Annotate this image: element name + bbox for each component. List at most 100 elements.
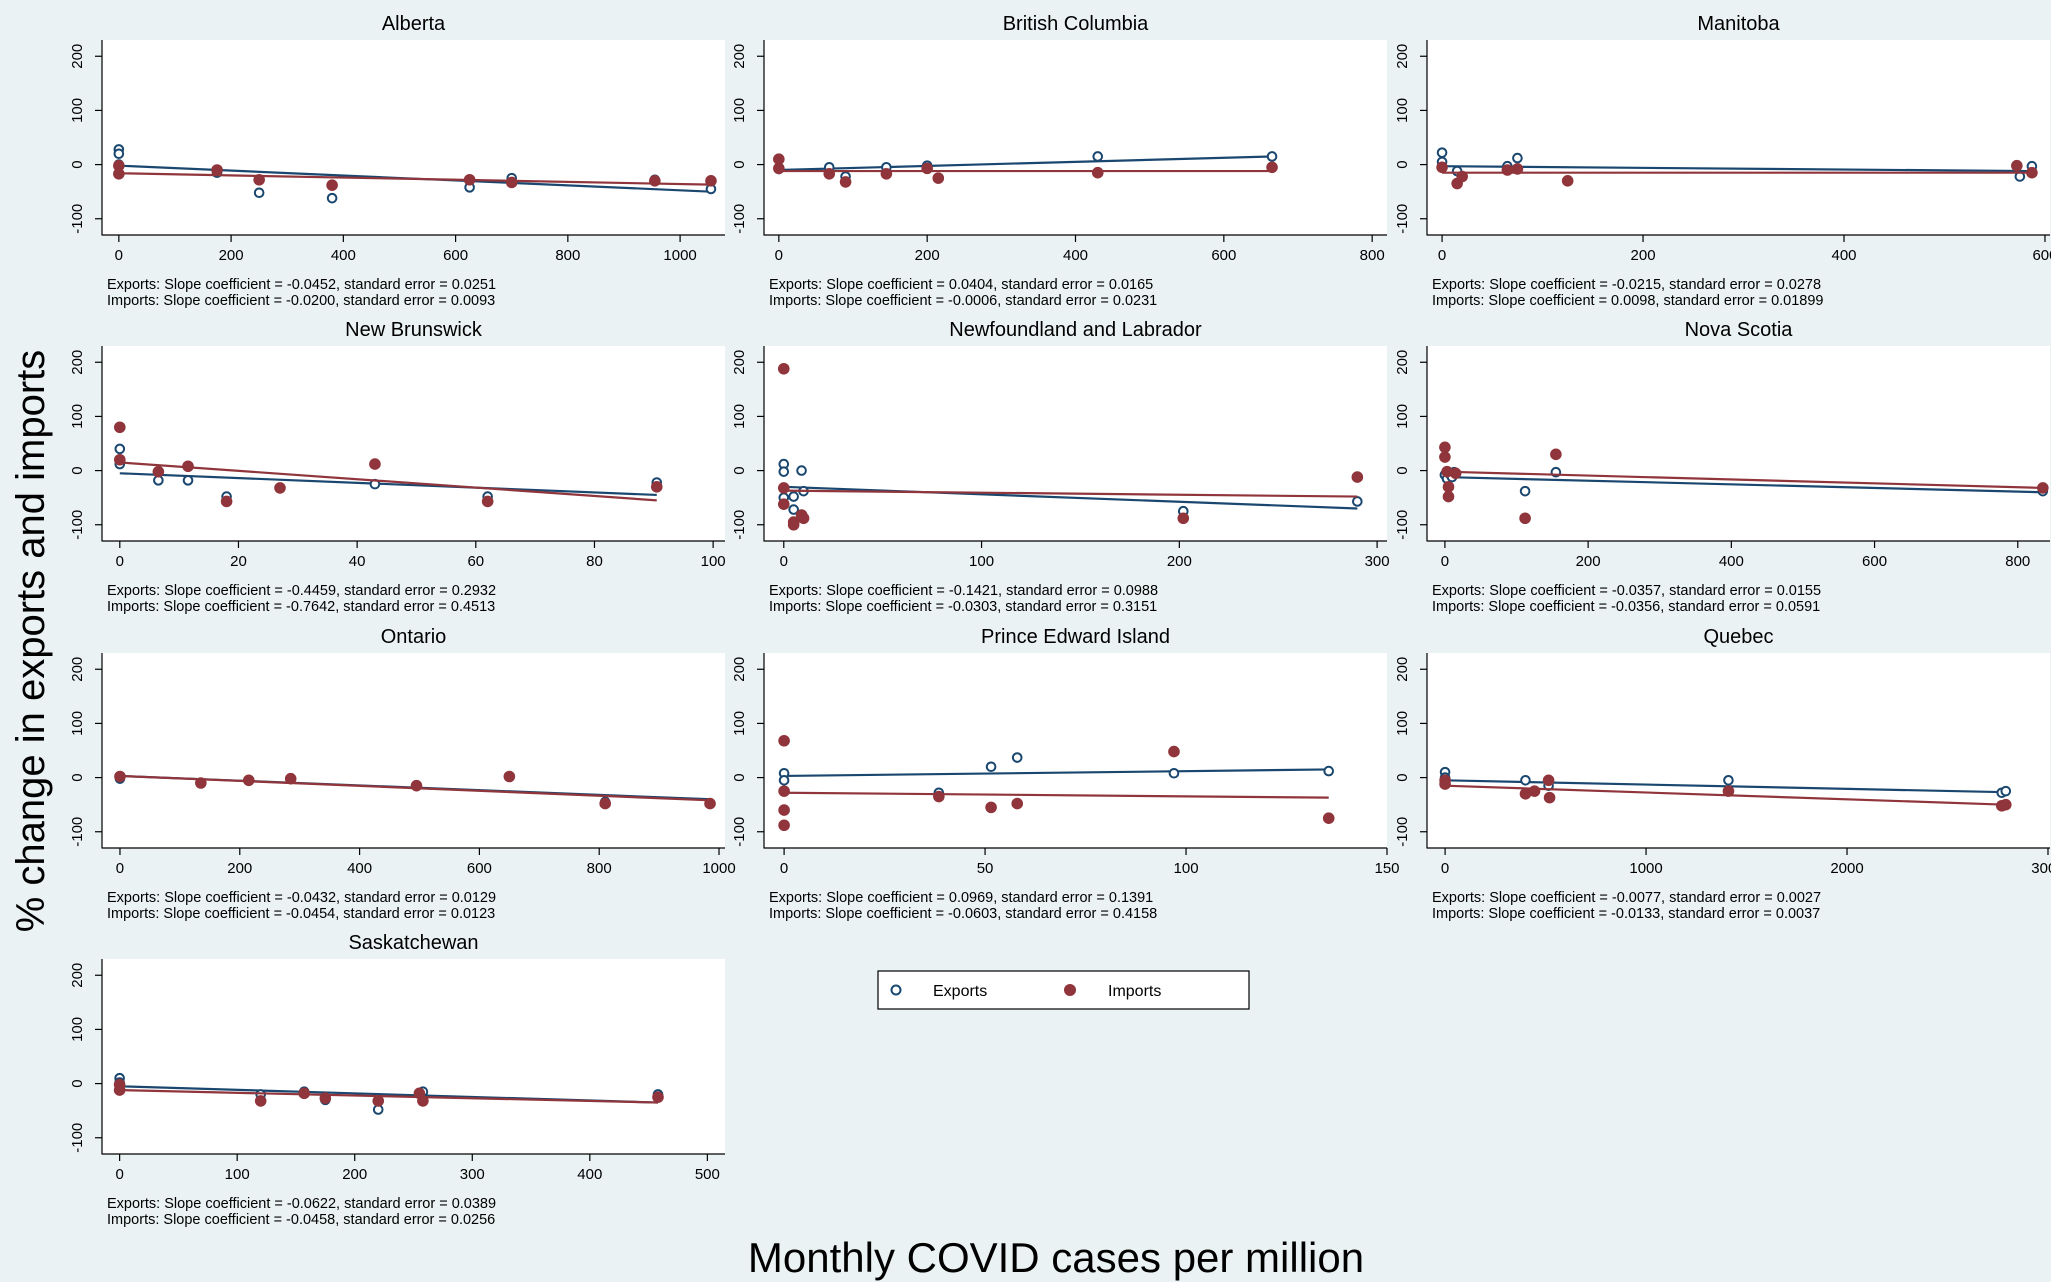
imports-point (704, 797, 716, 810)
imports-point (778, 734, 790, 747)
x-axis-label: Monthly COVID cases per million (748, 1234, 1364, 1281)
imports-point (1439, 778, 1451, 790)
x-tick-label: 200 (1576, 553, 1601, 570)
imports-point (778, 785, 790, 797)
series-imports (1439, 774, 2012, 812)
exports-point (326, 192, 338, 204)
imports-slope-note: Imports: Slope coefficient = 0.0098, sta… (1432, 293, 1823, 309)
series-imports (777, 362, 1364, 531)
y-tick-label: -100 (1394, 204, 1411, 234)
imports-point (1439, 441, 1451, 454)
plot-area (764, 40, 1387, 235)
imports-point (211, 164, 223, 176)
series-imports (1439, 441, 2049, 525)
y-tick-label: -100 (69, 510, 86, 540)
imports-point (777, 498, 790, 510)
imports-point (503, 770, 516, 783)
imports-fit-line (783, 489, 1358, 498)
imports-point (242, 774, 255, 787)
exports-slope-note: Exports: Slope coefficient = -0.4459, st… (107, 583, 496, 599)
imports-point (1177, 512, 1190, 525)
imports-point (417, 1095, 429, 1107)
plot-area (1427, 653, 2050, 848)
exports-point (1512, 152, 1523, 164)
exports-point (1266, 151, 1278, 162)
y-tick-label: -100 (69, 817, 86, 847)
panel-title: Quebec (1703, 626, 1773, 648)
imports-point (933, 790, 945, 803)
series-exports (778, 458, 1363, 517)
y-tick-label: -100 (731, 204, 748, 234)
exports-slope-note: Exports: Slope coefficient = -0.0077, st… (1432, 890, 1821, 906)
imports-point (372, 1095, 385, 1107)
exports-point (788, 504, 799, 515)
plot-area (102, 653, 725, 848)
imports-point (1519, 512, 1531, 525)
exports-point (1011, 752, 1023, 763)
imports-point (182, 460, 194, 473)
imports-point (253, 173, 265, 186)
y-tick-label: 200 (1394, 44, 1411, 69)
x-tick-label: 300 (1365, 553, 1390, 570)
x-tick-label: 60 (467, 553, 484, 570)
exports-fit-line (784, 768, 1329, 778)
x-tick-label: 600 (467, 860, 492, 877)
y-tick-label: 200 (69, 350, 86, 375)
imports-point (298, 1087, 310, 1100)
imports-point (505, 176, 518, 189)
imports-point (274, 482, 286, 494)
exports-point (182, 475, 194, 486)
x-tick-label: 800 (1360, 247, 1385, 264)
y-tick-label: -100 (731, 817, 748, 847)
plot-area (764, 653, 1387, 848)
exports-point (2000, 785, 2012, 797)
y-tick-label: 100 (731, 404, 748, 429)
imports-fit-line (784, 791, 1329, 799)
exports-slope-note: Exports: Slope coefficient = -0.0357, st… (1432, 583, 1821, 599)
y-tick-label: 200 (69, 657, 86, 682)
imports-fit-line (119, 461, 657, 502)
imports-point (254, 1095, 267, 1107)
imports-point (114, 421, 126, 434)
exports-fit-line (119, 472, 657, 497)
exports-point (778, 774, 790, 786)
y-tick-label: 200 (731, 657, 748, 682)
panel-title: Newfoundland and Labrador (949, 319, 1202, 341)
x-tick-label: 0 (780, 553, 788, 570)
exports-slope-note: Exports: Slope coefficient = 0.0969, sta… (769, 890, 1153, 906)
x-tick-label: 400 (1063, 247, 1088, 264)
y-tick-label: 200 (731, 350, 748, 375)
legend: Exports Imports (877, 970, 1250, 1010)
y-tick-label: 0 (731, 160, 748, 168)
imports-point (114, 770, 126, 783)
imports-point (778, 819, 790, 832)
imports-point (1442, 490, 1455, 503)
y-tick-label: -100 (1394, 817, 1411, 847)
imports-slope-note: Imports: Slope coefficient = -0.0006, st… (769, 293, 1157, 309)
x-tick-label: 1000 (663, 247, 696, 264)
x-tick-label: 600 (1211, 247, 1236, 264)
y-tick-label: 0 (1394, 160, 1411, 168)
y-tick-label: 200 (1394, 350, 1411, 375)
panel-title: British Columbia (1003, 13, 1149, 35)
exports-slope-note: Exports: Slope coefficient = 0.0404, sta… (769, 277, 1153, 293)
exports-point (1323, 765, 1335, 777)
y-tick-label: 100 (1394, 404, 1411, 429)
imports-point (777, 482, 790, 494)
y-tick-label: 0 (69, 1079, 86, 1087)
panel-title: Saskatchewan (348, 932, 478, 954)
x-tick-label: 2000 (1830, 860, 1863, 877)
x-tick-label: 200 (219, 247, 244, 264)
exports-point (1436, 147, 1448, 158)
exports-point (1092, 151, 1104, 162)
imports-point (1543, 791, 1556, 804)
exports-slope-note: Exports: Slope coefficient = -0.1421, st… (769, 583, 1158, 599)
x-tick-label: 3000 (2031, 860, 2051, 877)
imports-point (1511, 163, 1524, 175)
imports-point (113, 1084, 126, 1096)
x-tick-label: 100 (225, 1166, 250, 1183)
x-tick-label: 0 (1441, 860, 1449, 877)
imports-point (1501, 164, 1514, 176)
x-tick-label: 400 (347, 860, 372, 877)
x-tick-label: 600 (1862, 553, 1887, 570)
